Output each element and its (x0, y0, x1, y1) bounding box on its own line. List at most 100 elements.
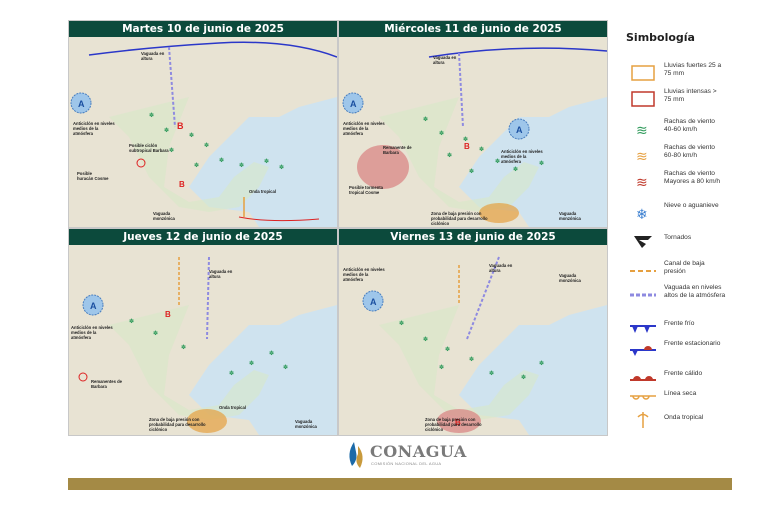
svg-text:A: A (516, 125, 523, 135)
tropical-wave-icon (637, 412, 649, 428)
map-note: Anticiclón en niveles medios de la atmós… (71, 325, 113, 340)
footer-bar (68, 478, 732, 490)
map-note: Zona de baja presión con probabilidad pa… (425, 417, 482, 432)
map-note: Vaguada monzónica (153, 211, 175, 221)
map-note: Vaguada monzónica (559, 273, 581, 283)
legend-item: Canal de baja presión (612, 260, 736, 284)
svg-text:✽: ✽ (129, 318, 134, 325)
svg-text:✽: ✽ (283, 364, 288, 371)
map-note: Posible ciclón subtropical Barbara (129, 143, 169, 153)
svg-text:✽: ✽ (164, 127, 169, 134)
map-note: Onda tropical (219, 405, 246, 410)
legend-item: Vaguada en niveles altos de la atmósfera (612, 284, 736, 308)
map-note: Zona de baja presión con probabilidad pa… (149, 417, 206, 432)
logo-wordmark: CONAGUA (370, 442, 467, 461)
low-pressure-channel-icon (630, 270, 656, 272)
legend-label: Rachas de viento 40-60 km/h (664, 118, 715, 133)
map-note: Vaguada en altura (141, 51, 165, 61)
map-panel-tuesday: Martes 10 de junio de 2025 A B B ✽ ✽ ✽ ✽ ✽ ✽ ✽… (68, 20, 338, 228)
svg-text:✽: ✽ (469, 168, 474, 175)
legend-item: ≋ Rachas de viento 60-80 km/h (612, 144, 736, 168)
svg-text:✽: ✽ (153, 330, 158, 337)
map-note: Remanentes de Barbara (91, 379, 122, 389)
svg-text:✽: ✽ (423, 116, 428, 123)
legend-title: Simbología (626, 31, 695, 44)
weather-map: A B ✽ ✽ ✽ ✽ ✽ ✽ ✽ (69, 245, 337, 435)
legend-item: Tornados (612, 230, 736, 254)
map-note: Posible huracán Cosme (77, 171, 109, 181)
legend-item: Frente cálido (612, 366, 736, 390)
map-panel-wednesday: Miércoles 11 de junio de 2025 A A B ✽ ✽ ✽ ✽… (338, 20, 608, 228)
legend-item: Frente estacionario (612, 340, 736, 364)
heavy-rain-box-icon (631, 65, 655, 81)
svg-text:✽: ✽ (249, 360, 254, 367)
panel-title: Viernes 13 de junio de 2025 (339, 229, 607, 245)
svg-text:B: B (177, 121, 184, 131)
svg-text:✽: ✽ (264, 158, 269, 165)
legend-item: ≋ Rachas de viento Mayores a 80 km/h (612, 170, 736, 194)
svg-text:✽: ✽ (149, 112, 154, 119)
svg-text:✽: ✽ (169, 147, 174, 154)
svg-text:✽: ✽ (204, 142, 209, 149)
svg-text:✽: ✽ (447, 152, 452, 159)
stationary-front-icon (630, 346, 656, 356)
map-note: Anticiclón en niveles medios de la atmós… (343, 267, 385, 282)
svg-text:A: A (78, 99, 85, 109)
legend-label: Frente cálido (664, 370, 703, 377)
svg-text:✽: ✽ (521, 374, 526, 381)
legend-item: Onda tropical (612, 408, 736, 432)
svg-text:≋: ≋ (636, 148, 648, 164)
legend-label: Línea seca (664, 390, 697, 397)
weather-map: A B ✽ ✽ ✽ ✽ ✽ ✽ ✽ ✽ (339, 245, 607, 435)
map-note: Vaguada monzónica (295, 419, 317, 429)
svg-text:B: B (455, 418, 461, 427)
wind-gust-green-icon: ≋ (636, 122, 648, 138)
svg-text:✽: ✽ (279, 164, 284, 171)
svg-text:✽: ✽ (489, 370, 494, 377)
map-note: Vaguada en altura (209, 269, 233, 279)
map-panel-thursday: Jueves 12 de junio de 2025 A B ✽ ✽ ✽ ✽ ✽ ✽ ✽ V… (68, 228, 338, 436)
tornado-icon (634, 236, 652, 248)
svg-text:A: A (90, 301, 97, 311)
svg-text:✽: ✽ (239, 162, 244, 169)
intense-rain-box-icon (631, 91, 655, 107)
svg-text:B: B (179, 180, 185, 189)
svg-text:✽: ✽ (463, 136, 468, 143)
map-note: Posible tormenta tropical Cosme (349, 185, 383, 195)
svg-text:✽: ✽ (194, 162, 199, 169)
svg-text:✽: ✽ (219, 157, 224, 164)
legend-panel: Simbología Lluvias fuertes 25 a 75 mm Ll… (612, 18, 736, 428)
conagua-logo: CONAGUA COMISIÓN NACIONAL DEL AGUA (344, 438, 484, 474)
weather-map: A B B ✽ ✽ ✽ ✽ ✽ ✽ ✽ ✽ ✽ ✽ (69, 37, 337, 227)
snowflake-icon: ❄ (636, 206, 648, 222)
svg-text:✽: ✽ (469, 356, 474, 363)
map-note: Zona de baja presión con probabilidad pa… (431, 211, 488, 226)
svg-text:B: B (464, 142, 470, 151)
legend-label: Lluvias fuertes 25 a 75 mm (664, 62, 722, 77)
logo-subtitle: COMISIÓN NACIONAL DEL AGUA (371, 461, 442, 466)
legend-item: Lluvias fuertes 25 a 75 mm (612, 62, 736, 86)
legend-label: Frente frío (664, 320, 695, 327)
dry-line-icon (630, 395, 656, 400)
legend-label: Lluvias intensas > 75 mm (664, 88, 717, 103)
weather-map: A A B ✽ ✽ ✽ ✽ ✽ ✽ ✽ ✽ ✽ (339, 37, 607, 227)
map-note: Onda tropical (249, 189, 276, 194)
legend-item: Lluvias intensas > 75 mm (612, 88, 736, 112)
svg-text:✽: ✽ (399, 320, 404, 327)
cold-front-icon (630, 325, 656, 333)
svg-text:✽: ✽ (181, 344, 186, 351)
map-note: Remanente de Barbara (383, 145, 412, 155)
wind-gust-orange-icon: ≋ (636, 148, 648, 164)
legend-label: Onda tropical (664, 414, 704, 421)
svg-text:A: A (370, 297, 377, 307)
upper-trough-icon (630, 293, 656, 297)
svg-text:✽: ✽ (269, 350, 274, 357)
legend-item: Línea seca (612, 388, 736, 412)
map-note: Anticiclón en niveles medios de la atmós… (73, 121, 115, 136)
svg-text:✽: ✽ (513, 166, 518, 173)
conagua-emblem-icon (349, 442, 363, 468)
legend-label: Vaguada en niveles altos de la atmósfera (664, 284, 726, 299)
svg-text:✽: ✽ (479, 146, 484, 153)
svg-text:✽: ✽ (539, 160, 544, 167)
svg-text:✽: ✽ (495, 158, 500, 165)
